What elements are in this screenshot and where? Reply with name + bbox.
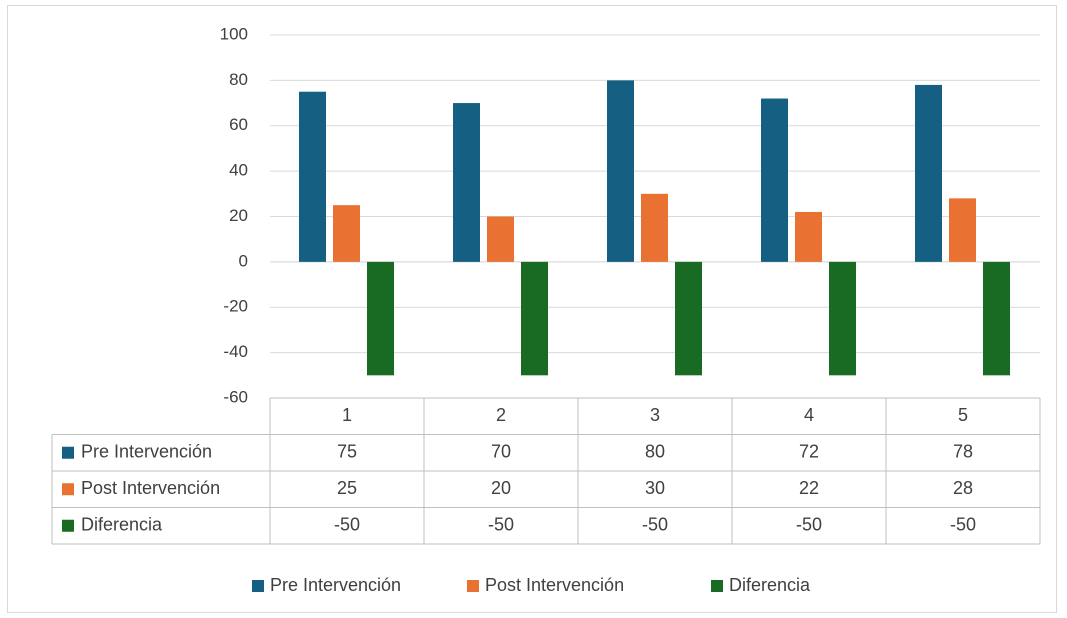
table-cell-value: 72 xyxy=(799,442,819,462)
legend-swatch xyxy=(467,580,479,592)
table-series-name: Diferencia xyxy=(81,515,163,535)
table-cell-value: 28 xyxy=(953,478,973,498)
y-tick-label: -20 xyxy=(223,297,248,316)
bar xyxy=(829,261,856,376)
legend: Pre Intervención Post Intervención Diferen… xyxy=(252,575,811,595)
bar xyxy=(487,216,514,262)
table-cell-value: 75 xyxy=(337,442,357,462)
legend-label: Post Intervención xyxy=(485,575,624,595)
y-tick-label: 40 xyxy=(229,161,248,180)
y-tick-label: 0 xyxy=(239,251,248,270)
category-label: 3 xyxy=(650,405,660,425)
data-table: 1 2 3 4 5 Pre Intervención 75 70 80 72 78 Post Inte… xyxy=(51,397,1041,545)
table-cell-value: -50 xyxy=(642,515,668,535)
category-label: 5 xyxy=(958,405,968,425)
table-series-name: Post Intervención xyxy=(81,478,220,498)
y-tick-label: 80 xyxy=(229,70,248,89)
y-tick-label: 100 xyxy=(220,24,248,43)
bar xyxy=(949,198,976,262)
table-cell-value: -50 xyxy=(950,515,976,535)
legend-swatch xyxy=(252,580,264,592)
bar xyxy=(521,261,548,376)
category-label: 2 xyxy=(496,405,506,425)
bar xyxy=(333,205,360,262)
table-series-name: Pre Intervención xyxy=(81,442,212,462)
table-cell-value: -50 xyxy=(488,515,514,535)
legend-swatch xyxy=(711,580,723,592)
y-axis-tick-labels: 100 80 60 40 20 0 -20 -40 -60 xyxy=(220,24,248,406)
table-cell-value: 25 xyxy=(337,478,357,498)
table-cell-value: 80 xyxy=(645,442,665,462)
bar xyxy=(675,261,702,376)
bar xyxy=(795,211,822,262)
table-series-swatch xyxy=(62,519,74,532)
y-tick-label: -40 xyxy=(223,342,248,361)
bar xyxy=(367,261,394,376)
bar xyxy=(299,91,326,262)
category-label: 4 xyxy=(804,405,814,425)
bars xyxy=(299,80,1010,376)
legend-label: Diferencia xyxy=(729,575,811,595)
category-label: 1 xyxy=(342,405,352,425)
table-series-swatch xyxy=(62,483,74,496)
bar xyxy=(641,193,668,262)
table-cell-value: 30 xyxy=(645,478,665,498)
table-cell-value: 78 xyxy=(953,442,973,462)
table-cell-value: -50 xyxy=(796,515,822,535)
bar xyxy=(983,261,1010,376)
table-cell-value: 70 xyxy=(491,442,511,462)
bar xyxy=(607,80,634,262)
table-cell-value: 22 xyxy=(799,478,819,498)
table-cell-value: 20 xyxy=(491,478,511,498)
y-tick-label: -60 xyxy=(223,387,248,406)
bar xyxy=(761,98,788,262)
y-tick-label: 20 xyxy=(229,206,248,225)
y-tick-label: 60 xyxy=(229,115,248,134)
table-cell-value: -50 xyxy=(334,515,360,535)
bar xyxy=(915,84,942,262)
legend-label: Pre Intervención xyxy=(270,575,401,595)
bar xyxy=(453,103,480,262)
table-series-swatch xyxy=(62,446,74,459)
